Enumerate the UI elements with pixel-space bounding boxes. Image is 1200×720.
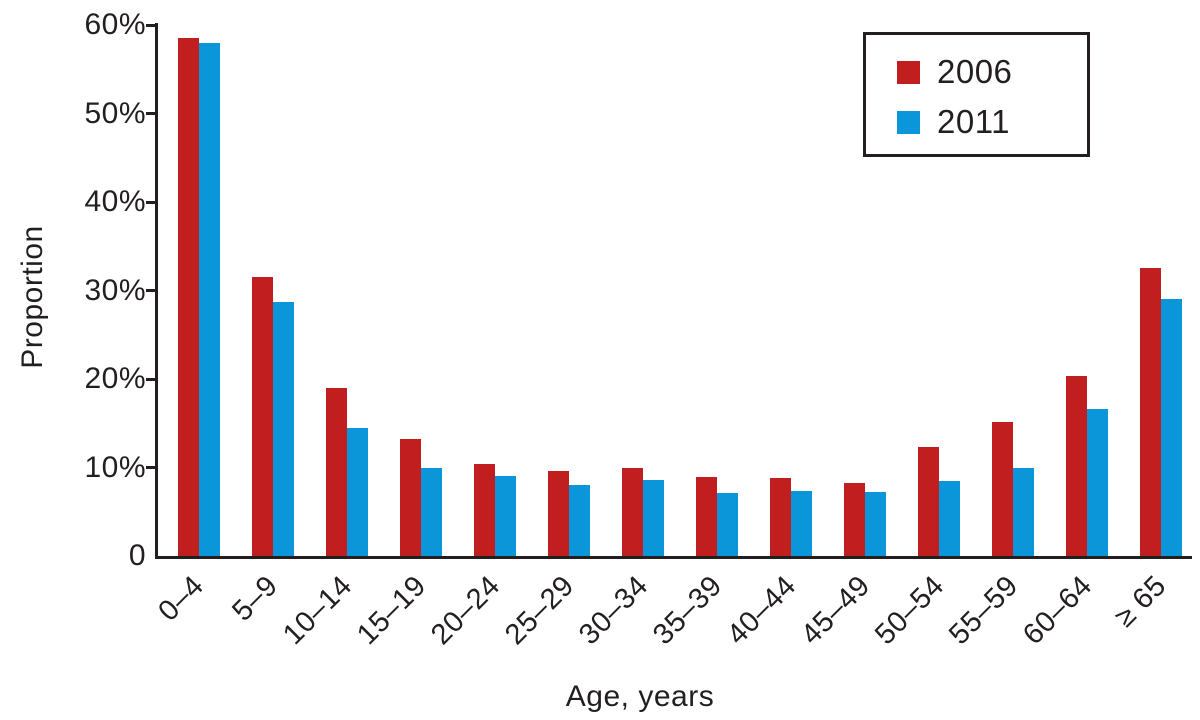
bar-2006-group1 xyxy=(252,277,273,556)
bar-2006-group2 xyxy=(326,387,347,556)
y-axis-line xyxy=(155,23,158,559)
bar-2006-group11 xyxy=(992,422,1013,556)
y-tick xyxy=(146,200,155,204)
bar-2011-group9 xyxy=(865,492,886,556)
y-ticks xyxy=(146,23,155,556)
y-tick xyxy=(146,112,155,115)
bar-2006-group6 xyxy=(622,468,643,556)
legend-label-2011: 2011 xyxy=(937,103,1010,140)
legend-row-2006: 2006 xyxy=(897,53,1013,90)
bars-layer xyxy=(158,25,1190,556)
y-tick-label: 50% xyxy=(84,96,146,130)
bar-2011-group13 xyxy=(1161,298,1182,556)
bar-2011-group2 xyxy=(347,427,368,556)
bar-2011-group1 xyxy=(273,302,294,556)
bar-2006-group0 xyxy=(178,38,199,556)
y-tick-label: 0 xyxy=(128,539,146,572)
bar-2011-group12 xyxy=(1087,409,1108,556)
legend-swatch-2011 xyxy=(897,110,920,134)
y-tick-label: 30% xyxy=(84,273,146,307)
bar-2006-group4 xyxy=(474,464,495,556)
x-axis-line xyxy=(155,556,1192,559)
legend-swatch-2006 xyxy=(897,60,920,84)
y-tick xyxy=(146,466,155,469)
bar-2011-group4 xyxy=(495,476,516,556)
y-tick-labels: 0 10% 20% 30% 40% 50% 60% xyxy=(50,8,146,572)
bar-2006-group3 xyxy=(400,439,421,556)
y-tick xyxy=(146,377,155,381)
bar-2006-group9 xyxy=(844,482,865,556)
legend: 2006 2011 xyxy=(863,32,1090,157)
y-tick-label: 40% xyxy=(84,185,146,218)
bar-2011-group8 xyxy=(791,491,812,556)
bar-2011-group3 xyxy=(421,468,442,556)
y-tick-label: 20% xyxy=(84,362,146,395)
y-tick xyxy=(146,23,155,27)
y-tick-label: 10% xyxy=(84,450,146,484)
bar-2006-group13 xyxy=(1140,268,1161,556)
bar-2011-group6 xyxy=(643,479,664,556)
bar-2006-group8 xyxy=(770,478,791,556)
y-axis-title: Proportion xyxy=(16,225,49,369)
bar-2011-group5 xyxy=(569,485,590,556)
bar-2011-group7 xyxy=(717,493,738,556)
bar-2006-group10 xyxy=(918,447,939,556)
y-tick-label: 60% xyxy=(84,8,146,41)
bar-2011-group10 xyxy=(939,480,960,556)
bar-2006-group7 xyxy=(696,477,717,556)
y-tick xyxy=(146,289,155,292)
bar-2011-group11 xyxy=(1013,467,1034,556)
bar-2006-group5 xyxy=(548,471,569,556)
x-axis-title: Age, years xyxy=(565,680,715,713)
bar-2006-group12 xyxy=(1066,376,1087,556)
legend-row-2011: 2011 xyxy=(897,103,1010,140)
legend-label-2006: 2006 xyxy=(937,53,1013,90)
bar-2011-group0 xyxy=(199,42,220,556)
